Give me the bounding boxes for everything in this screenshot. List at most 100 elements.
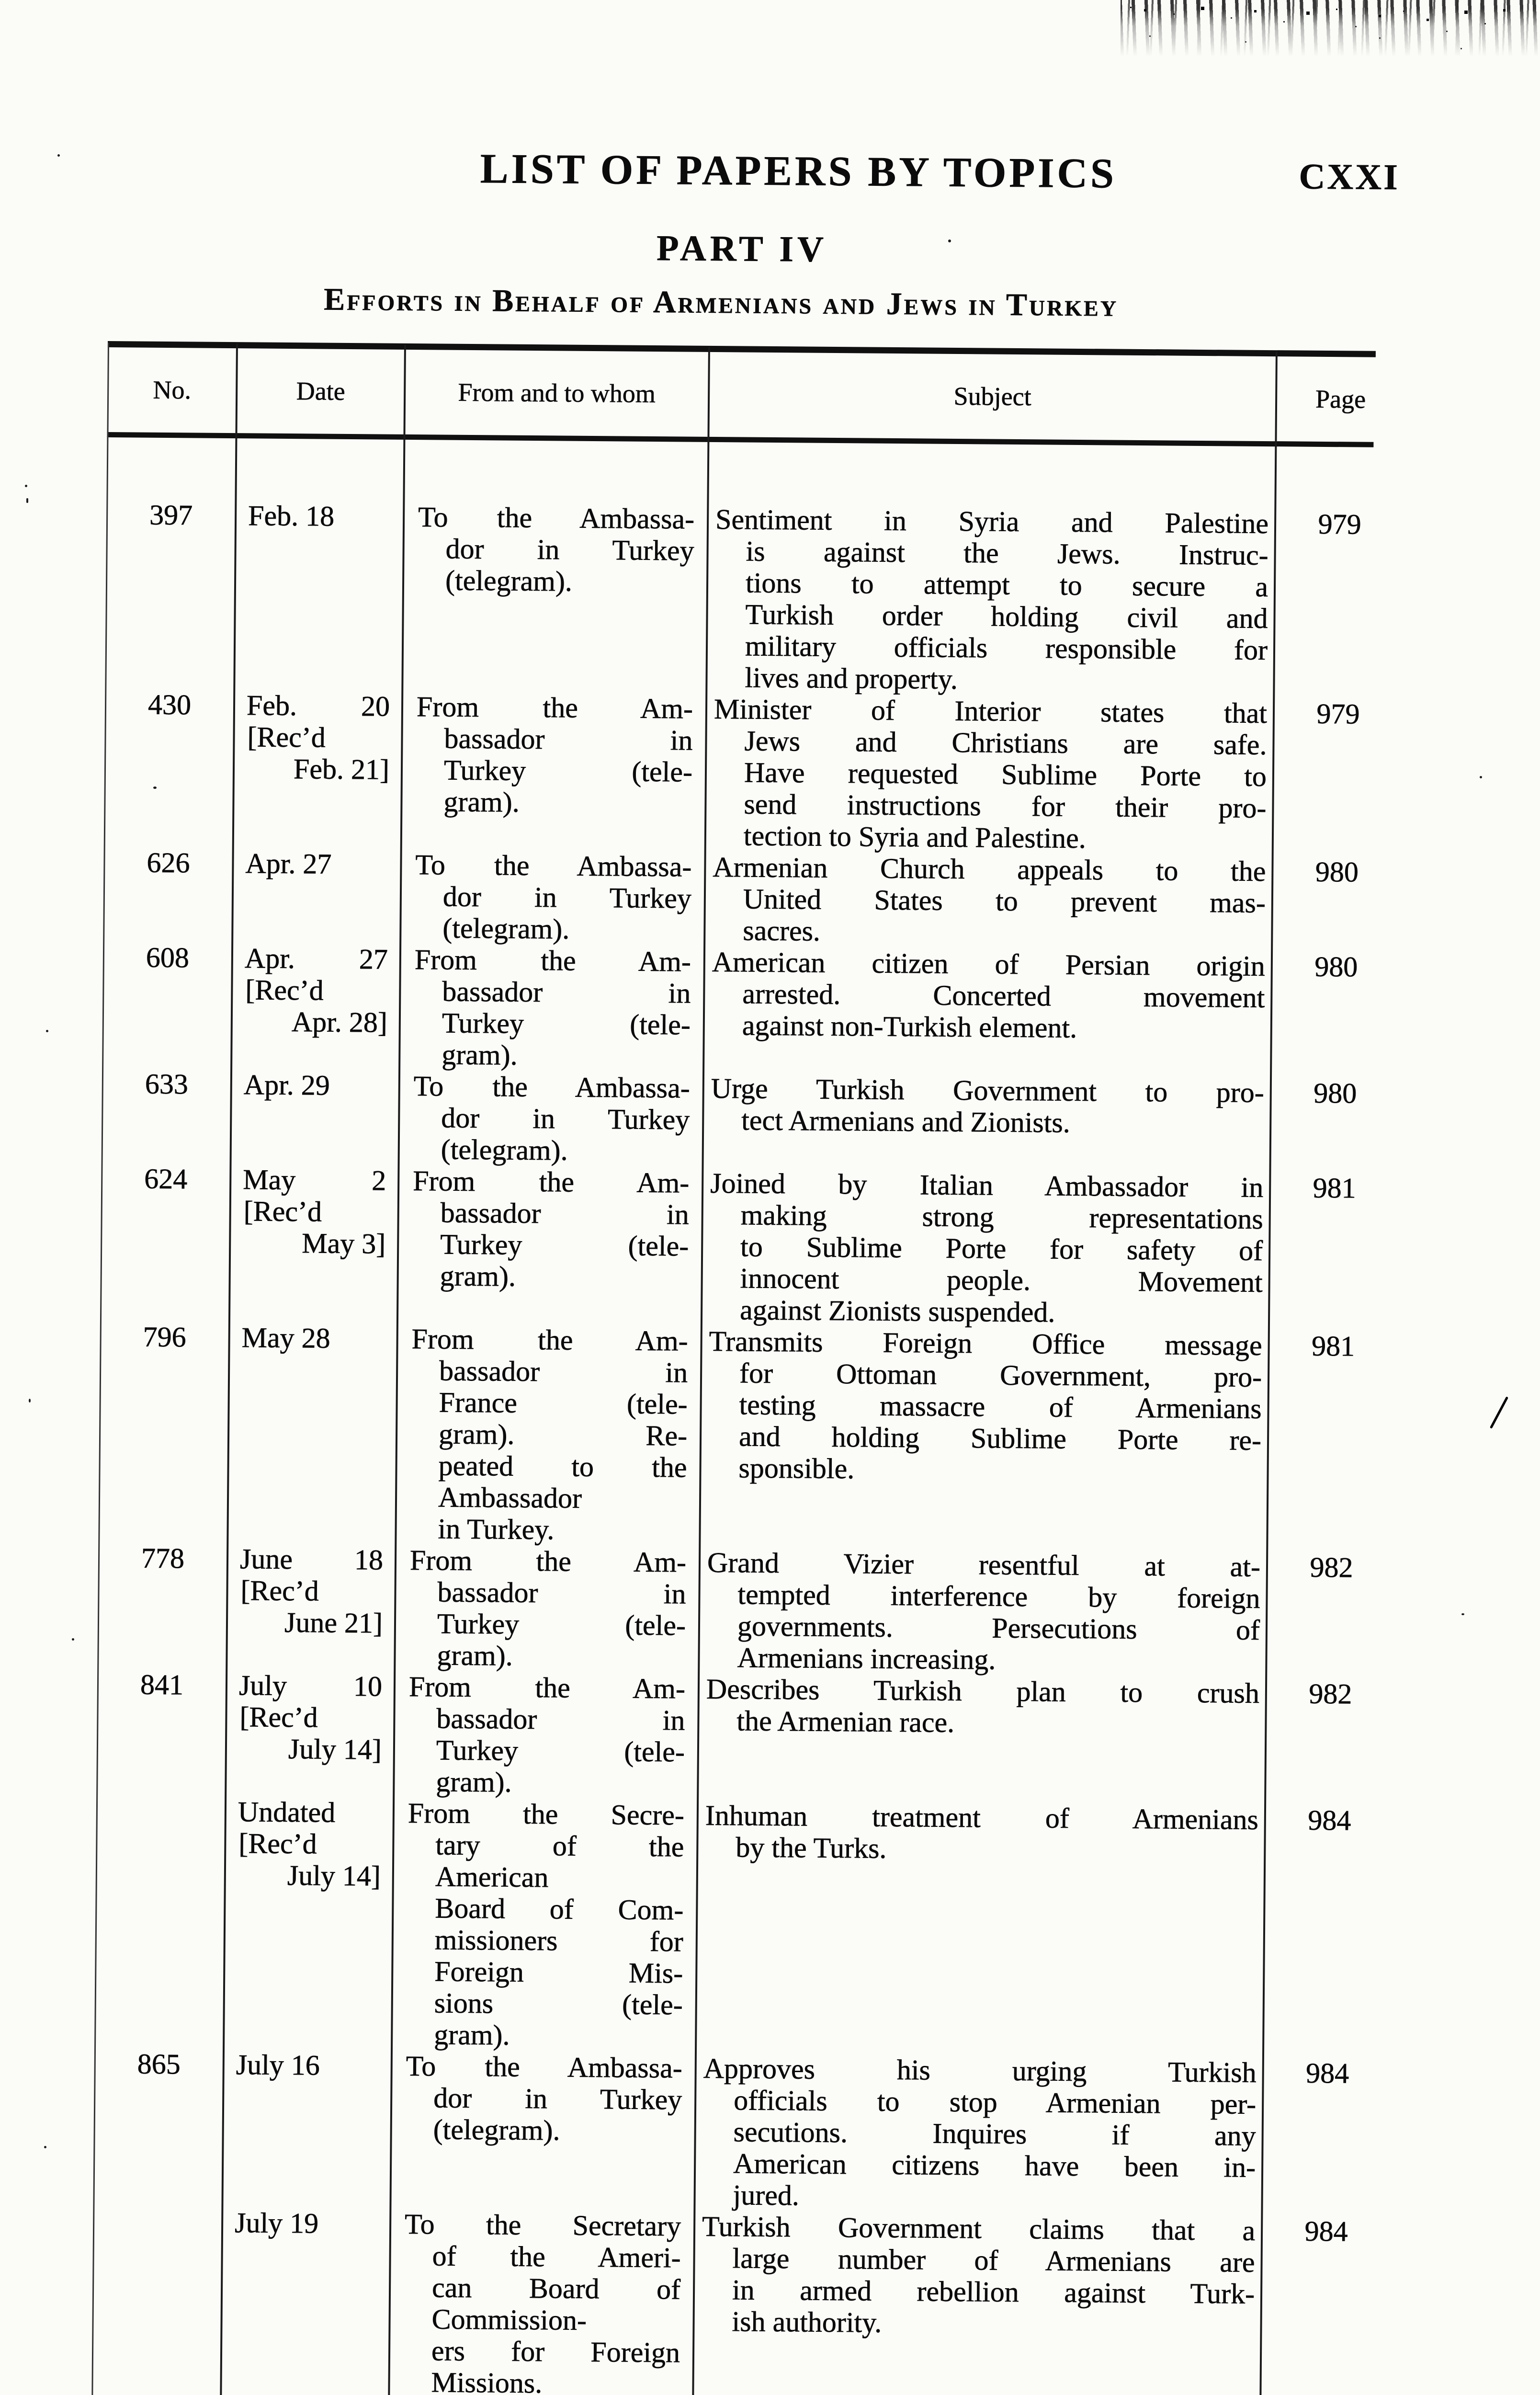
text-line: dor in Turkey bbox=[442, 880, 692, 914]
row-subject: Sentiment in Syria and Palestine is again… bbox=[706, 503, 1275, 697]
row-no: 633 bbox=[102, 1068, 232, 1163]
row-page: 980 bbox=[1270, 1077, 1400, 1173]
text-line: send instructions for their pro- bbox=[744, 788, 1267, 824]
text-line: Turkey (tele- bbox=[440, 1228, 689, 1262]
row-subject: Approves his urging Turkish officials to … bbox=[694, 2053, 1263, 2215]
text-line: large number of Armenians are bbox=[732, 2242, 1255, 2278]
text-line: Have requested Sublime Porte to bbox=[744, 756, 1267, 793]
table-row: 624 May 2 [Rec’d May 3] From the Am-bassador… bbox=[100, 1163, 1399, 1331]
row-page: 984 bbox=[1262, 2057, 1392, 2216]
text-line: for Ottoman Government, pro- bbox=[739, 1357, 1262, 1393]
text-line: France (tele- bbox=[439, 1386, 688, 1420]
text-line: Describes Turkish plan to crush bbox=[706, 1673, 1260, 1710]
text-line: sacres. bbox=[743, 914, 821, 947]
text-line: June 21] bbox=[284, 1606, 383, 1639]
text-line: sponsible. bbox=[738, 1452, 855, 1485]
scan-noise-band bbox=[1121, 0, 1540, 57]
text-line: bassador in bbox=[444, 722, 693, 756]
text-line: 796 bbox=[143, 1321, 186, 1353]
text-line: 980 bbox=[1314, 1077, 1357, 1109]
row-from: From the Am-bassador in Turkey (tele-gram… bbox=[394, 1671, 699, 1800]
text-line: Minister of Interior states that bbox=[713, 693, 1268, 730]
text-line: Grand Vizier resentful at at- bbox=[707, 1546, 1261, 1583]
text-line: Armenians increasing. bbox=[737, 1642, 996, 1676]
col-header-subject: Subject bbox=[953, 381, 1031, 411]
row-page: 979 bbox=[1274, 508, 1404, 698]
text-line: To the Secretary bbox=[404, 2208, 681, 2242]
col-header-page: Page bbox=[1315, 384, 1366, 414]
scan-noise-dots bbox=[1130, 7, 1132, 8]
text-line: Turkey (tele- bbox=[442, 1007, 691, 1041]
text-line: United States to prevent mas- bbox=[743, 883, 1266, 919]
text-line: bassador in bbox=[437, 1576, 686, 1610]
text-line: the Armenian race. bbox=[736, 1705, 955, 1738]
text-line: lives and property. bbox=[745, 661, 958, 695]
text-line: [Rec’d bbox=[243, 1195, 322, 1228]
text-line: July 16 bbox=[236, 2049, 320, 2081]
row-date: Feb. 18 bbox=[234, 500, 404, 691]
text-line: To the Ambassa- bbox=[418, 501, 695, 535]
text-line: Jews and Christians are safe. bbox=[744, 725, 1267, 761]
text-line: gram). bbox=[437, 1639, 513, 1672]
text-line: is against the Jews. Instruc- bbox=[746, 535, 1268, 571]
text-line: Apr. 27 bbox=[244, 942, 388, 975]
text-line: Sentiment in Syria and Palestine bbox=[715, 503, 1269, 540]
row-no: 624 bbox=[100, 1163, 231, 1322]
table-row: July 19 To the Secretary of the Ameri-can … bbox=[91, 2206, 1391, 2395]
text-line: against non-Turkish element. bbox=[742, 1009, 1077, 1044]
row-no: 626 bbox=[103, 846, 233, 942]
text-line: 865 bbox=[137, 2048, 181, 2080]
row-date: Apr. 27 bbox=[232, 847, 401, 944]
text-line: Commission- bbox=[431, 2303, 587, 2336]
row-date: Feb. 20 [Rec’d Feb. 21] bbox=[233, 689, 403, 849]
row-from: From the Am-bassador in France (tele-gram… bbox=[396, 1323, 702, 1547]
text-line: to Sublime Porte for safety of bbox=[740, 1231, 1263, 1267]
row-subject: Inhuman treatment of Armenians by the Tur… bbox=[696, 1800, 1265, 2057]
text-line: gram). bbox=[434, 2019, 510, 2051]
table-row: 841 July 10 [Rec’d July 14] From the Am-bass… bbox=[96, 1668, 1395, 1805]
scan-speckle bbox=[46, 1030, 48, 1032]
row-subject: Minister of Interior states that Jews and… bbox=[705, 693, 1274, 855]
page-title: LIST OF PAPERS BY TOPICS bbox=[480, 146, 1117, 197]
row-date: July 19 bbox=[221, 2207, 390, 2395]
row-from: From the Am-bassador in Turkey (tele-gram… bbox=[399, 944, 704, 1072]
text-line: 980 bbox=[1315, 855, 1359, 888]
text-line: Turkish order holding civil and bbox=[745, 598, 1268, 635]
text-line: From the Am- bbox=[416, 691, 693, 725]
text-line: governments. Persecutions of bbox=[737, 1610, 1260, 1646]
row-from: To the Secretary of the Ameri-can Board o… bbox=[389, 2208, 694, 2395]
text-line: [Rec’d bbox=[245, 974, 324, 1006]
row-subject: American citizen of Persian origin arrest… bbox=[703, 946, 1272, 1077]
row-no: 796 bbox=[98, 1321, 229, 1543]
text-line: Feb. 18 bbox=[248, 500, 335, 532]
text-line: tempted interference by foreign bbox=[737, 1578, 1260, 1614]
row-from: From the Am-bassador in Turkey (tele-gram… bbox=[395, 1544, 700, 1673]
scan-speckle bbox=[29, 1399, 31, 1403]
text-line: June 18 bbox=[239, 1543, 384, 1576]
text-line: Turkey (tele- bbox=[443, 754, 693, 788]
text-line: Transmits Foreign Office message bbox=[709, 1325, 1262, 1362]
text-line: July 19 bbox=[234, 2207, 319, 2239]
row-from: From the Am-bassador in Turkey (tele-gram… bbox=[401, 691, 707, 851]
text-line: From the Am- bbox=[408, 1671, 686, 1705]
row-no: 841 bbox=[96, 1668, 226, 1796]
text-line: 981 bbox=[1313, 1172, 1356, 1204]
row-page: 981 bbox=[1269, 1172, 1399, 1331]
text-line: gram). bbox=[443, 786, 520, 818]
row-subject: Urge Turkish Government to pro-tect Arme… bbox=[703, 1072, 1271, 1172]
text-line: ish authority. bbox=[732, 2305, 882, 2338]
text-line: Board of Com- bbox=[435, 1892, 684, 1926]
text-line: From the Am- bbox=[409, 1544, 687, 1578]
text-line: testing massacre of Armenians bbox=[739, 1389, 1262, 1425]
text-line: Turkey (tele- bbox=[437, 1608, 686, 1642]
text-line: gram). bbox=[440, 1260, 516, 1292]
text-line: Turkish Government claims that a bbox=[702, 2210, 1256, 2247]
scan-speckle bbox=[57, 154, 60, 157]
row-subject: Turkish Government claims that a large nu… bbox=[693, 2211, 1262, 2395]
scan-speckle bbox=[26, 498, 28, 503]
text-line: American bbox=[435, 1860, 549, 1893]
row-date: May 2 [Rec’d May 3] bbox=[229, 1163, 399, 1323]
row-page: 980 bbox=[1272, 855, 1402, 951]
text-line: Missions. bbox=[431, 2366, 543, 2395]
text-line: in Turkey. bbox=[438, 1513, 555, 1546]
